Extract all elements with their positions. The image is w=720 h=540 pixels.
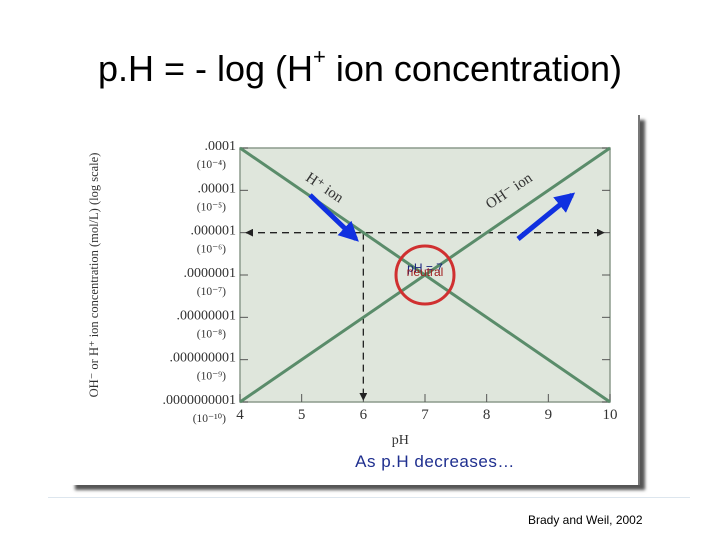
x-tick-label: 9: [545, 407, 553, 423]
x-tick-label: 4: [236, 407, 244, 423]
y-tick-label-power: (10⁻⁵): [197, 201, 226, 213]
neutral-label-neutral: neutral: [407, 265, 444, 279]
y-axis-label: OH⁻ or H⁺ ion concentration (mol/L) (log…: [87, 153, 101, 398]
y-tick-label: .000001: [191, 224, 237, 239]
neutral-label-ph: pH = 7: [407, 261, 443, 275]
y-tick-label: .000000001: [170, 351, 237, 366]
source-credit: Brady and Weil, 2002: [528, 513, 643, 527]
y-tick-label-power: (10⁻⁶): [197, 244, 226, 256]
x-axis-label: pH: [392, 433, 409, 448]
title-rest: ion concentration): [325, 48, 623, 89]
x-tick-label: 6: [360, 407, 368, 423]
title-superscript: +: [313, 44, 326, 69]
y-tick-label: .00001: [198, 181, 237, 196]
caption: As p.H decreases…: [335, 449, 535, 475]
neutral-point-circle: [394, 244, 456, 306]
blue-arrow-right: [516, 192, 576, 241]
y-tick-label: .00000001: [177, 308, 237, 323]
y-tick-label: .0001: [205, 139, 237, 154]
y-tick-label-power: (10⁻⁸): [197, 328, 226, 340]
figure-panel: .0001 (10⁻⁴) .00001 (10⁻⁵) .000001 (10⁻⁶).…: [70, 115, 640, 485]
y-tick-label: .0000000001: [163, 393, 237, 408]
y-tick-label-power: (10⁻⁴): [197, 159, 226, 171]
y-tick-label: .0000001: [184, 266, 237, 281]
y-tick-label-power: (10⁻⁹): [197, 371, 226, 383]
x-tick-label: 10: [603, 407, 618, 423]
slide-title: p.H = - log (H+ ion concentration): [0, 44, 720, 90]
blue-arrow-left: [308, 193, 359, 242]
title-main: p.H = - log (H: [97, 48, 314, 89]
y-tick-label-power: (10⁻⁷): [197, 286, 226, 298]
series-line-oh-ion: [239, 146, 611, 404]
footer-divider: [48, 497, 690, 498]
y-tick-label-power: (10⁻¹⁰): [193, 413, 226, 425]
ph-chart: .0001 (10⁻⁴) .00001 (10⁻⁵) .000001 (10⁻⁶).…: [87, 139, 618, 448]
x-tick-label: 7: [421, 407, 429, 423]
x-tick-label: 8: [483, 407, 491, 423]
x-tick-label: 5: [298, 407, 306, 423]
